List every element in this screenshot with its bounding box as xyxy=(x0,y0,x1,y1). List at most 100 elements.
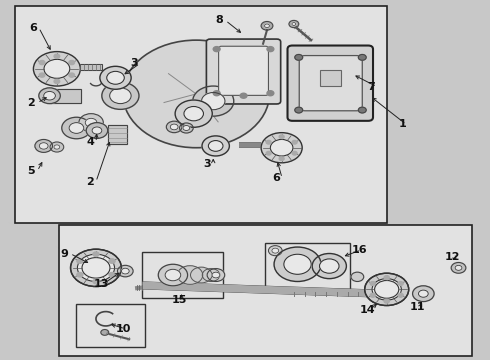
Circle shape xyxy=(69,123,84,134)
Circle shape xyxy=(398,293,403,297)
Circle shape xyxy=(193,86,234,116)
Circle shape xyxy=(177,266,203,284)
Circle shape xyxy=(110,88,131,104)
Circle shape xyxy=(184,107,203,121)
Circle shape xyxy=(292,23,296,26)
Circle shape xyxy=(54,54,60,58)
Bar xyxy=(108,126,127,144)
Text: 12: 12 xyxy=(444,252,460,262)
Circle shape xyxy=(54,79,60,84)
Circle shape xyxy=(71,249,122,287)
FancyBboxPatch shape xyxy=(288,45,373,121)
Circle shape xyxy=(82,258,110,278)
Circle shape xyxy=(365,273,409,306)
Text: 14: 14 xyxy=(360,305,375,315)
Circle shape xyxy=(201,93,225,110)
Circle shape xyxy=(212,272,220,278)
Bar xyxy=(49,89,81,103)
Bar xyxy=(143,252,223,298)
Circle shape xyxy=(62,117,91,139)
Circle shape xyxy=(270,139,293,156)
Circle shape xyxy=(93,252,99,256)
Bar xyxy=(80,64,102,70)
Circle shape xyxy=(179,123,193,133)
Bar xyxy=(320,70,341,86)
Circle shape xyxy=(358,107,366,113)
Circle shape xyxy=(44,91,55,100)
Circle shape xyxy=(166,121,182,133)
Circle shape xyxy=(289,21,299,28)
Text: 4: 4 xyxy=(86,138,94,147)
Circle shape xyxy=(267,91,274,96)
Circle shape xyxy=(292,152,297,155)
Circle shape xyxy=(455,265,462,270)
Circle shape xyxy=(358,54,366,60)
Circle shape xyxy=(269,246,282,256)
Circle shape xyxy=(266,140,271,144)
Circle shape xyxy=(158,264,188,286)
Circle shape xyxy=(365,273,409,306)
Text: 6: 6 xyxy=(29,23,37,33)
Circle shape xyxy=(170,124,178,130)
Text: 2: 2 xyxy=(27,98,35,108)
Circle shape xyxy=(292,140,297,144)
Circle shape xyxy=(279,157,284,161)
Circle shape xyxy=(39,73,45,77)
Text: 2: 2 xyxy=(86,177,94,187)
Bar xyxy=(76,304,145,347)
Text: 6: 6 xyxy=(272,173,280,183)
Circle shape xyxy=(92,127,102,134)
Text: 3: 3 xyxy=(130,58,138,68)
Circle shape xyxy=(267,46,274,51)
FancyBboxPatch shape xyxy=(299,55,362,111)
Text: 1: 1 xyxy=(399,120,407,129)
Circle shape xyxy=(372,279,401,300)
Bar xyxy=(265,243,350,289)
Text: 5: 5 xyxy=(27,166,35,176)
Circle shape xyxy=(213,91,220,96)
Circle shape xyxy=(240,93,247,98)
Circle shape xyxy=(175,100,212,127)
Circle shape xyxy=(54,145,60,149)
Circle shape xyxy=(39,143,48,149)
Circle shape xyxy=(384,276,390,279)
Circle shape xyxy=(69,60,74,64)
Text: 15: 15 xyxy=(172,295,187,305)
Circle shape xyxy=(86,123,108,138)
Circle shape xyxy=(202,136,229,156)
Bar xyxy=(59,225,472,356)
FancyBboxPatch shape xyxy=(206,39,281,104)
Circle shape xyxy=(69,73,74,77)
Text: 7: 7 xyxy=(367,82,375,92)
Circle shape xyxy=(413,286,434,302)
Circle shape xyxy=(312,253,346,279)
Circle shape xyxy=(85,118,97,127)
Circle shape xyxy=(274,247,321,282)
Circle shape xyxy=(261,22,273,30)
Circle shape xyxy=(295,54,303,60)
Text: 11: 11 xyxy=(410,302,426,312)
FancyBboxPatch shape xyxy=(219,46,269,95)
Circle shape xyxy=(33,51,80,86)
Circle shape xyxy=(266,152,271,155)
Bar xyxy=(15,6,387,223)
Circle shape xyxy=(398,282,403,285)
Circle shape xyxy=(50,142,64,152)
Text: 3: 3 xyxy=(203,159,211,169)
Circle shape xyxy=(77,273,83,277)
Circle shape xyxy=(39,60,45,64)
Bar xyxy=(49,89,81,103)
Circle shape xyxy=(101,329,109,335)
Circle shape xyxy=(35,139,52,152)
Circle shape xyxy=(207,269,225,282)
Circle shape xyxy=(79,114,103,132)
Circle shape xyxy=(183,126,190,131)
Bar xyxy=(80,64,102,70)
Circle shape xyxy=(351,272,364,282)
Circle shape xyxy=(39,88,60,104)
Circle shape xyxy=(265,24,270,28)
Text: 13: 13 xyxy=(94,279,109,289)
Circle shape xyxy=(122,268,129,274)
Circle shape xyxy=(208,140,223,151)
Text: 8: 8 xyxy=(216,15,223,26)
